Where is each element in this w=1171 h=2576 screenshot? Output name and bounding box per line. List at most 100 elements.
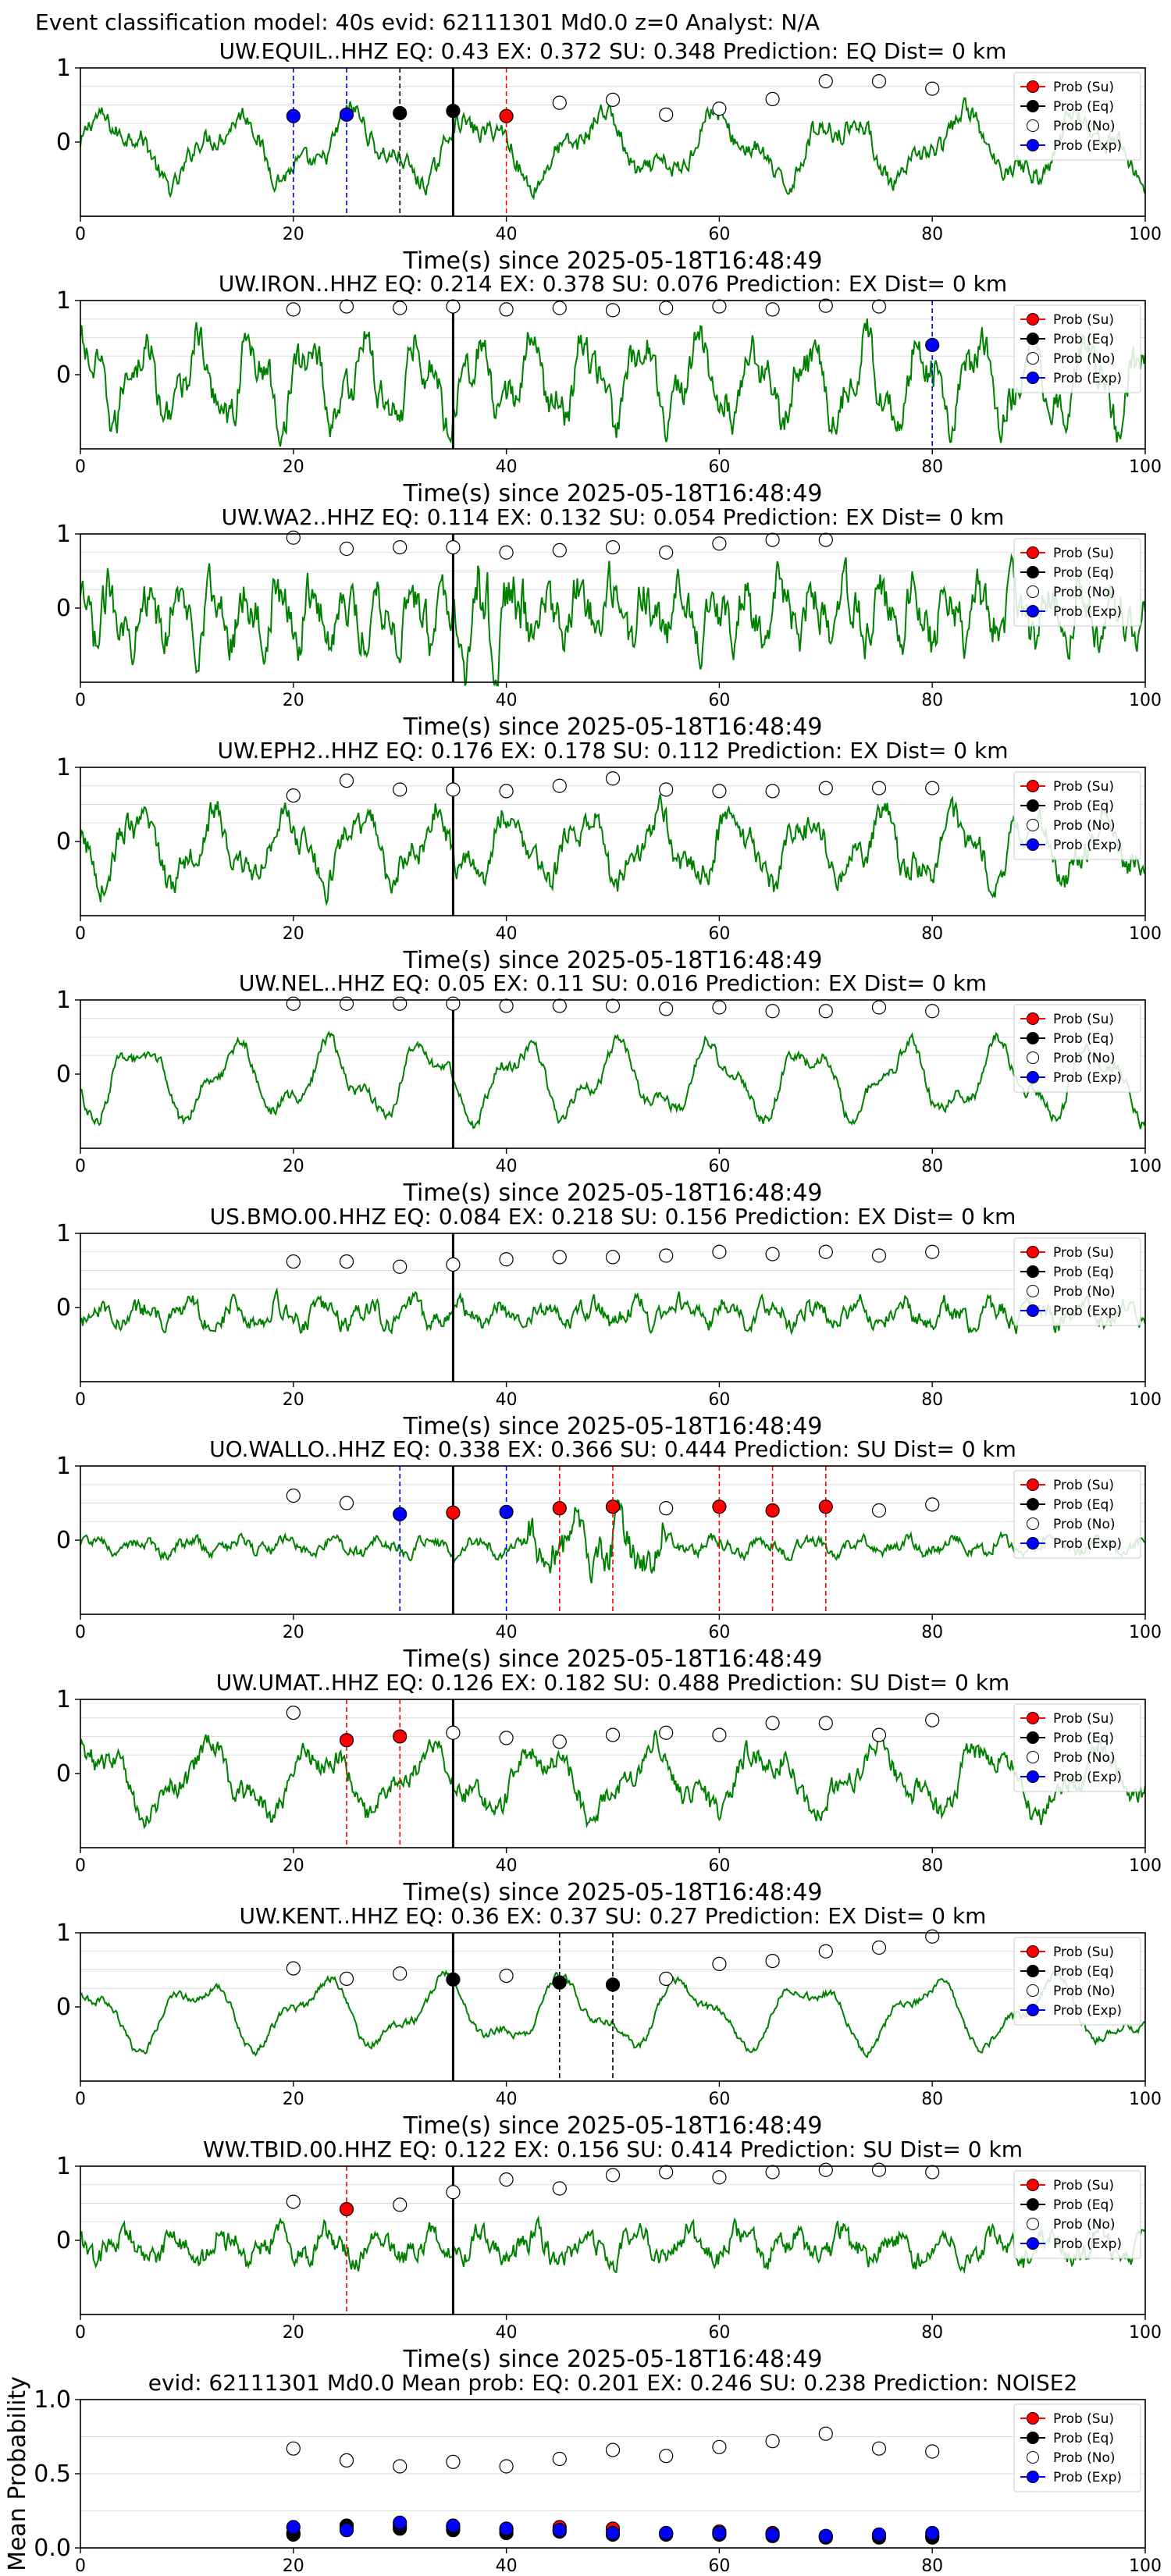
legend-marker-no xyxy=(1027,1051,1039,1064)
prob-marker-no xyxy=(925,1929,940,1944)
x-axis-label: Time(s) since 2025-05-18T16:48:49 xyxy=(403,2112,823,2140)
prob-marker-no xyxy=(818,781,833,795)
x-tick-label: 60 xyxy=(708,924,730,944)
legend-marker-no xyxy=(1027,585,1039,598)
legend-label: Prob (Exp) xyxy=(1053,838,1122,853)
legend-marker-exp xyxy=(1027,605,1039,617)
prob-marker-no xyxy=(712,299,727,314)
y-tick-label: 0.5 xyxy=(34,2460,71,2488)
prob-marker-no xyxy=(871,1940,887,1955)
prob-marker-su xyxy=(605,1500,621,1514)
x-tick-label: 40 xyxy=(496,924,518,944)
legend-marker-su xyxy=(1027,313,1039,326)
legend-marker-no xyxy=(1027,119,1039,132)
prob-marker-no xyxy=(339,996,354,1011)
prob-marker-no xyxy=(659,1248,674,1263)
legend-marker-no xyxy=(1027,819,1039,831)
panel-8: UW.KENT..HHZ EQ: 0.36 EX: 0.37 SU: 0.27 … xyxy=(56,1903,1162,2140)
mean-prob-marker-no xyxy=(552,2451,567,2467)
mean-prob-marker-exp xyxy=(659,2525,674,2541)
prob-marker-no xyxy=(871,1248,887,1263)
x-tick-label: 80 xyxy=(921,1856,943,1876)
prob-marker-no xyxy=(925,1004,940,1019)
prob-marker-no xyxy=(605,92,621,107)
prob-marker-no xyxy=(659,1725,674,1740)
x-tick-label: 40 xyxy=(496,1157,518,1176)
x-tick-label: 0 xyxy=(75,225,86,244)
x-tick-label: 0 xyxy=(75,1157,86,1176)
panel-2: UW.WA2..HHZ EQ: 0.114 EX: 0.132 SU: 0.05… xyxy=(56,504,1162,741)
legend-label: Prob (Exp) xyxy=(1053,1770,1122,1785)
x-tick-label: 0 xyxy=(75,2090,86,2109)
mean-prob-marker-exp xyxy=(871,2527,887,2542)
x-tick-label: 60 xyxy=(708,1856,730,1876)
prob-marker-no xyxy=(818,2162,833,2177)
legend-marker-no xyxy=(1027,1751,1039,1763)
legend-box xyxy=(1013,2403,1141,2492)
legend-label: Prob (No) xyxy=(1053,2217,1116,2233)
waveform-trace xyxy=(80,794,1146,907)
panel-title: UW.WA2..HHZ EQ: 0.114 EX: 0.132 SU: 0.05… xyxy=(222,504,1005,530)
mean-prob-marker-no xyxy=(925,2444,940,2459)
prob-marker-no xyxy=(605,771,621,786)
waveform-trace xyxy=(80,1730,1146,1830)
legend-label: Prob (No) xyxy=(1053,119,1116,134)
panel-3: UW.EPH2..HHZ EQ: 0.176 EX: 0.178 SU: 0.1… xyxy=(56,738,1162,974)
x-tick-label: 80 xyxy=(921,457,943,477)
y-tick-label: 1.0 xyxy=(34,2386,71,2414)
prob-marker-no xyxy=(339,1496,354,1510)
prob-marker-no xyxy=(393,301,408,315)
prob-marker-no xyxy=(605,2168,621,2183)
prob-marker-no xyxy=(605,1727,621,1742)
legend-marker-eq xyxy=(1027,2432,1039,2444)
panel-5: US.BMO.00.HHZ EQ: 0.084 EX: 0.218 SU: 0.… xyxy=(56,1204,1162,1440)
mean-prob-marker-no xyxy=(339,2453,354,2467)
legend-marker-exp xyxy=(1027,2237,1039,2250)
x-tick-label: 40 xyxy=(496,1856,518,1876)
mean-prob-marker-no xyxy=(659,2449,674,2464)
x-tick-label: 60 xyxy=(708,2323,730,2343)
legend-label: Prob (Exp) xyxy=(1053,371,1122,386)
prob-marker-no xyxy=(552,543,567,558)
waveform-trace xyxy=(80,97,1146,201)
prob-marker-no xyxy=(286,1706,301,1720)
legend-label: Prob (Eq) xyxy=(1053,332,1114,347)
legend-marker-su xyxy=(1027,2179,1039,2191)
prob-marker-no xyxy=(446,2185,461,2200)
mean-prob-marker-no xyxy=(818,2426,833,2441)
y-tick-label: 1 xyxy=(56,754,71,781)
legend-marker-exp xyxy=(1027,1537,1039,1550)
mean-prob-marker-exp xyxy=(393,2515,408,2530)
mean-prob-marker-exp xyxy=(286,2520,301,2535)
prob-marker-no xyxy=(393,782,408,797)
legend-marker-no xyxy=(1027,352,1039,365)
legend-label: Prob (Eq) xyxy=(1053,1031,1114,1047)
legend-box xyxy=(1013,1937,1141,2026)
legend-label: Prob (No) xyxy=(1053,2450,1116,2466)
legend-label: Prob (No) xyxy=(1053,1984,1116,1999)
x-tick-label: 20 xyxy=(283,2323,304,2343)
waveform-trace xyxy=(80,1286,1146,1336)
legend-label: Prob (Eq) xyxy=(1053,1265,1114,1280)
legend-marker-su xyxy=(1027,1478,1039,1491)
prob-marker-no xyxy=(552,998,567,1013)
x-tick-label: 20 xyxy=(283,225,304,244)
legend-marker-eq xyxy=(1027,1498,1039,1510)
waveform-trace xyxy=(80,2215,1146,2275)
prob-marker-no xyxy=(659,545,674,560)
panel-title: UW.IRON..HHZ EQ: 0.214 EX: 0.378 SU: 0.0… xyxy=(219,271,1007,297)
panel-title: UO.WALLO..HHZ EQ: 0.338 EX: 0.366 SU: 0.… xyxy=(209,1436,1016,1462)
legend-marker-eq xyxy=(1027,1965,1039,1977)
panel-title: evid: 62111301 Md0.0 Mean prob: EQ: 0.20… xyxy=(148,2370,1078,2396)
legend-marker-no xyxy=(1027,2218,1039,2230)
y-axis-label: Mean Probability xyxy=(4,2376,31,2571)
prob-marker-no xyxy=(339,773,354,788)
panel-7: UW.UMAT..HHZ EQ: 0.126 EX: 0.182 SU: 0.4… xyxy=(56,1670,1162,1906)
x-tick-label: 20 xyxy=(283,1856,304,1876)
x-tick-label: 40 xyxy=(496,1623,518,1642)
x-tick-label: 60 xyxy=(708,691,730,710)
x-tick-label: 40 xyxy=(496,225,518,244)
prob-marker-no xyxy=(659,1501,674,1516)
legend-marker-eq xyxy=(1027,1731,1039,1744)
x-tick-label: 100 xyxy=(1129,1390,1162,1410)
